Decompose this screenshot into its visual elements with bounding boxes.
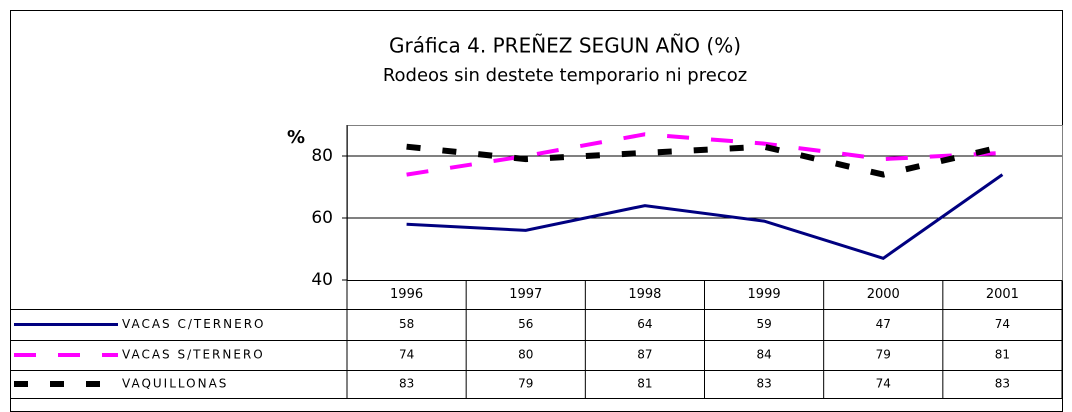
legend-label: VAQUILLONAS — [122, 377, 228, 391]
data-table-value: 83 — [756, 377, 771, 391]
data-table-value: 74 — [876, 377, 891, 391]
chart-title: Gráfica 4. PREÑEZ SEGUN AÑO (%) — [389, 34, 741, 58]
y-tick-label: 80 — [311, 146, 333, 166]
data-table-value: 81 — [637, 377, 652, 391]
x-tick-label: 1997 — [509, 287, 542, 302]
data-table-value: 83 — [995, 377, 1010, 391]
series-line — [406, 173, 1004, 260]
y-tick-label: 60 — [311, 208, 333, 228]
x-tick-label: 1998 — [628, 287, 661, 302]
x-tick-label: 1996 — [390, 287, 423, 302]
data-table-value: 81 — [995, 348, 1010, 362]
data-table-value: 47 — [876, 317, 891, 331]
data-table-value: 79 — [518, 377, 533, 391]
x-tick-label: 2000 — [867, 287, 900, 302]
data-table-value: 58 — [399, 317, 414, 331]
series-line — [406, 143, 1004, 178]
x-tick-label: 1999 — [748, 287, 781, 302]
data-table-value: 87 — [637, 348, 652, 362]
data-table-value: 74 — [995, 317, 1010, 331]
y-tick-label: 40 — [311, 270, 333, 290]
y-axis-label: % — [287, 127, 305, 148]
chart-subtitle: Rodeos sin destete temporario ni precoz — [383, 65, 747, 86]
data-table-value: 64 — [637, 317, 652, 331]
data-table-value: 84 — [756, 348, 771, 362]
data-table-value: 56 — [518, 317, 533, 331]
data-table-value: 80 — [518, 348, 533, 362]
legend-label: VACAS S/TERNERO — [122, 348, 265, 362]
chart-frame — [10, 10, 1063, 412]
data-table-value: 74 — [399, 348, 414, 362]
data-table-value: 83 — [399, 377, 414, 391]
x-tick-label: 2001 — [986, 287, 1019, 302]
series-line — [406, 132, 1003, 177]
legend-label: VACAS C/TERNERO — [122, 317, 265, 331]
data-table-value: 79 — [876, 348, 891, 362]
data-table-value: 59 — [756, 317, 771, 331]
